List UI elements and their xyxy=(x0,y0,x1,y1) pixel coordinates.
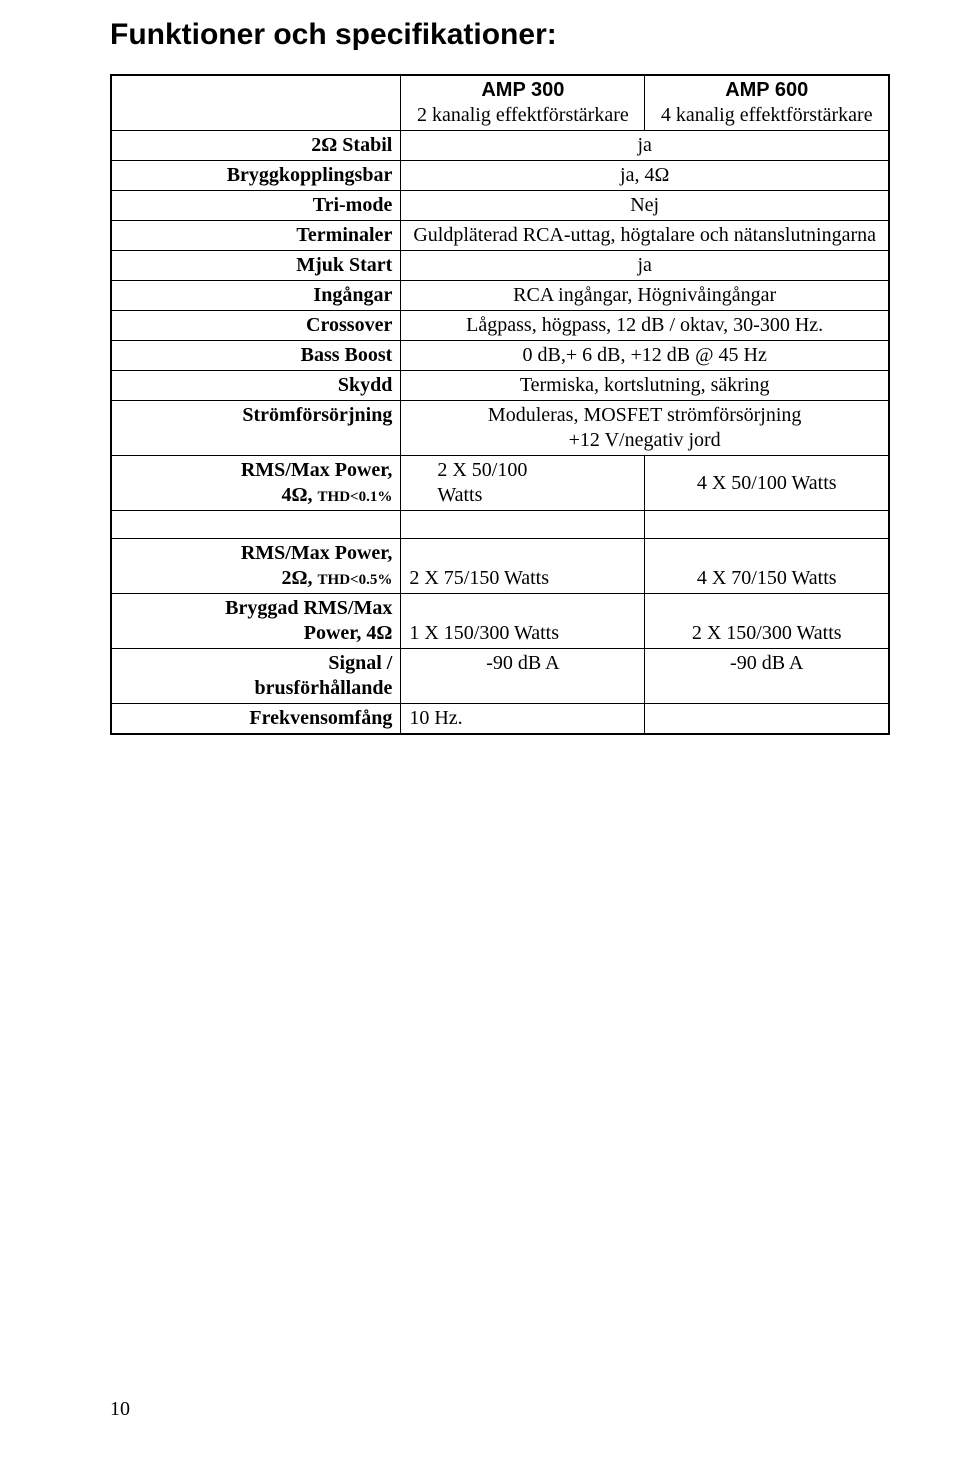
row-label: Bryggkopplingsbar xyxy=(111,161,401,191)
snr-label: Signal / brusförhållande xyxy=(111,649,401,704)
bridged-label: Bryggad RMS/Max Power, 4Ω xyxy=(111,594,401,649)
snr-label-line1: Signal / xyxy=(328,652,392,674)
power1-label-line2: 4Ω, xyxy=(282,484,318,506)
table-gap-row xyxy=(111,511,889,539)
table-row: Strömförsörjning Moduleras, MOSFET ström… xyxy=(111,401,889,456)
power1-label-small: THD<0.1% xyxy=(318,489,393,505)
row-label: Ingångar xyxy=(111,281,401,311)
power2-v2: 4 X 70/150 Watts xyxy=(645,539,889,594)
table-row-freq: Frekvensomfång 10 Hz. xyxy=(111,704,889,735)
row-value: 0 dB,+ 6 dB, +12 dB @ 45 Hz xyxy=(401,341,889,371)
bridged-label-line2: Power, 4Ω xyxy=(304,622,393,644)
bridged-v2: 2 X 150/300 Watts xyxy=(645,594,889,649)
row-value: Lågpass, högpass, 12 dB / oktav, 30-300 … xyxy=(401,311,889,341)
freq-v1: 10 Hz. xyxy=(401,704,645,735)
header-col2: AMP 600 4 kanalig effektförstärkare xyxy=(645,75,889,131)
page-title: Funktioner och specifikationer: xyxy=(110,18,890,52)
freq-label: Frekvensomfång xyxy=(111,704,401,735)
header-col2-sub: 4 kanalig effektförstärkare xyxy=(661,104,873,126)
page-number: 10 xyxy=(110,1398,130,1421)
table-header-row: AMP 300 2 kanalig effektförstärkare AMP … xyxy=(111,75,889,131)
freq-v2 xyxy=(645,704,889,735)
table-row-bridged: Bryggad RMS/Max Power, 4Ω 1 X 150/300 Wa… xyxy=(111,594,889,649)
gap-v2 xyxy=(645,511,889,539)
gap-label xyxy=(111,511,401,539)
header-col1-sub: 2 kanalig effektförstärkare xyxy=(417,104,629,126)
spec-table: AMP 300 2 kanalig effektförstärkare AMP … xyxy=(110,74,890,735)
row-value: ja xyxy=(401,251,889,281)
header-col1: AMP 300 2 kanalig effektförstärkare xyxy=(401,75,645,131)
power2-label-small: THD<0.5% xyxy=(318,572,393,588)
table-row: Tri-mode Nej xyxy=(111,191,889,221)
bridged-label-line1: Bryggad RMS/Max xyxy=(225,597,392,619)
table-row: Mjuk Start ja xyxy=(111,251,889,281)
row-label: Mjuk Start xyxy=(111,251,401,281)
power1-label: RMS/Max Power, 4Ω, THD<0.1% xyxy=(111,456,401,511)
gap-v1 xyxy=(401,511,645,539)
power2-label: RMS/Max Power, 2Ω, THD<0.5% xyxy=(111,539,401,594)
row-value: ja, 4Ω xyxy=(401,161,889,191)
snr-label-line2: brusförhållande xyxy=(255,677,393,699)
header-col1-title: AMP 300 xyxy=(409,78,636,103)
power1-label-line1: RMS/Max Power, xyxy=(241,459,392,481)
table-row-snr: Signal / brusförhållande -90 dB A -90 dB… xyxy=(111,649,889,704)
bridged-v1: 1 X 150/300 Watts xyxy=(401,594,645,649)
header-empty xyxy=(111,75,401,131)
table-row: 2Ω Stabil ja xyxy=(111,131,889,161)
snr-v1: -90 dB A xyxy=(401,649,645,704)
row-label: Strömförsörjning xyxy=(111,401,401,456)
row-label: Bass Boost xyxy=(111,341,401,371)
power1-v1: 2 X 50/100Watts xyxy=(401,456,645,511)
header-col2-title: AMP 600 xyxy=(653,78,880,103)
power1-v2: 4 X 50/100 Watts xyxy=(645,456,889,511)
row-value: Nej xyxy=(401,191,889,221)
row-value: Termiska, kortslutning, säkring xyxy=(401,371,889,401)
row-value: ja xyxy=(401,131,889,161)
table-row: Ingångar RCA ingångar, Högnivåingångar xyxy=(111,281,889,311)
row-value: Moduleras, MOSFET strömförsörjning +12 V… xyxy=(401,401,889,456)
table-row: Skydd Termiska, kortslutning, säkring xyxy=(111,371,889,401)
row-label: Tri-mode xyxy=(111,191,401,221)
row-label: Crossover xyxy=(111,311,401,341)
table-row-power1: RMS/Max Power, 4Ω, THD<0.1% 2 X 50/100Wa… xyxy=(111,456,889,511)
snr-v2: -90 dB A xyxy=(645,649,889,704)
table-row-power2: RMS/Max Power, 2Ω, THD<0.5% 2 X 75/150 W… xyxy=(111,539,889,594)
table-row: Crossover Lågpass, högpass, 12 dB / okta… xyxy=(111,311,889,341)
table-row: Bryggkopplingsbar ja, 4Ω xyxy=(111,161,889,191)
row-value: Guldpläterad RCA-uttag, högtalare och nä… xyxy=(401,221,889,251)
row-label: Skydd xyxy=(111,371,401,401)
row-value: RCA ingångar, Högnivåingångar xyxy=(401,281,889,311)
row-label: 2Ω Stabil xyxy=(111,131,401,161)
power2-label-line1: RMS/Max Power, xyxy=(241,542,392,564)
power2-label-line2: 2Ω, xyxy=(282,567,318,589)
table-row: Bass Boost 0 dB,+ 6 dB, +12 dB @ 45 Hz xyxy=(111,341,889,371)
table-row: Terminaler Guldpläterad RCA-uttag, högta… xyxy=(111,221,889,251)
power2-v1: 2 X 75/150 Watts xyxy=(401,539,645,594)
row-label: Terminaler xyxy=(111,221,401,251)
